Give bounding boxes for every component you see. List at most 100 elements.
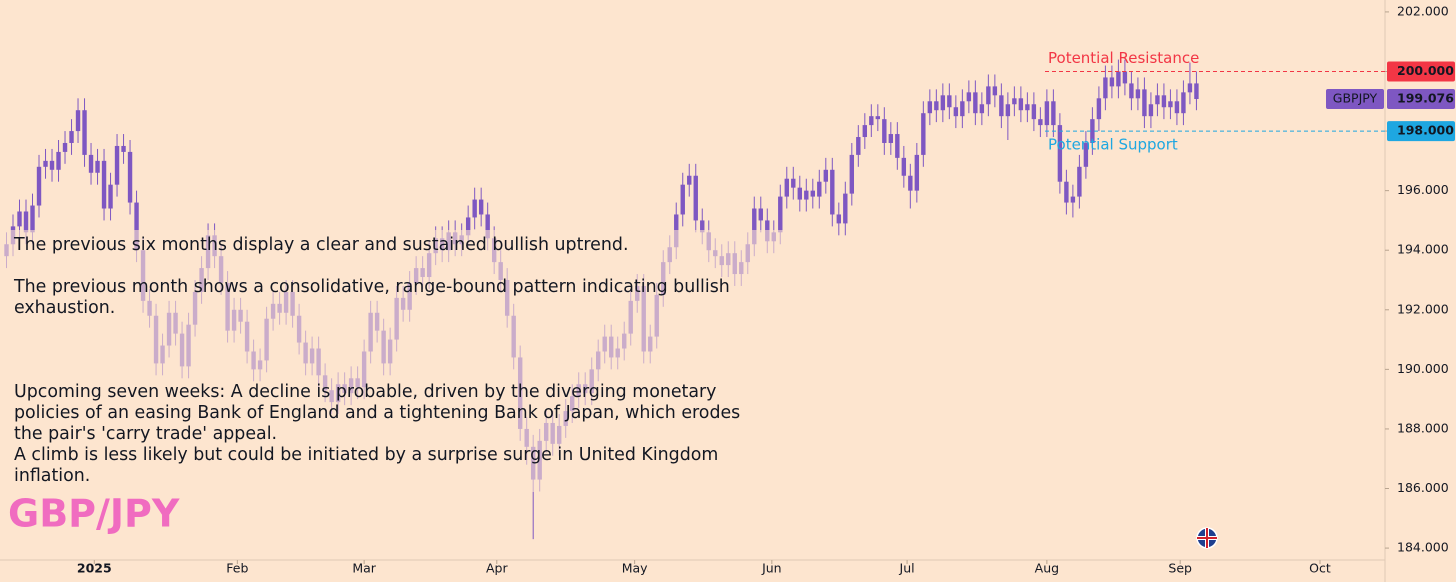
annotation: inflation.	[14, 466, 90, 486]
candle-body	[62, 142, 68, 152]
flag-icon	[1196, 527, 1218, 549]
y-tick-label: 186.000	[1397, 480, 1449, 495]
candle-body	[940, 95, 946, 111]
x-tick-label: Apr	[486, 561, 508, 576]
candle-body	[687, 175, 692, 185]
candle-body	[810, 190, 815, 197]
candle-body	[1025, 104, 1030, 111]
x-tick-label: Feb	[226, 561, 248, 576]
x-tick-label: Jul	[899, 561, 915, 576]
candle-body	[791, 178, 796, 188]
candle-body	[114, 145, 120, 185]
candle-body	[758, 208, 763, 221]
candle-body	[1174, 101, 1180, 114]
candle-body	[927, 101, 933, 114]
candle-body	[778, 196, 783, 233]
candle-body	[797, 187, 802, 200]
annotation: policies of an easing Bank of England an…	[14, 403, 740, 423]
level-tag	[1387, 121, 1455, 142]
level-tag-label: 200.000	[1397, 63, 1454, 78]
candle-body	[69, 131, 74, 143]
candle-body	[134, 202, 139, 251]
candle-body	[836, 214, 842, 224]
x-tick-label: Aug	[1035, 561, 1059, 576]
candle-body	[1038, 119, 1043, 126]
x-tick-label: May	[622, 561, 648, 576]
level-tag-label: 198.000	[1397, 123, 1454, 138]
candle-body	[1012, 98, 1017, 105]
annotation: The previous six months display a clear …	[13, 235, 628, 255]
y-tick-label: 196.000	[1397, 182, 1449, 197]
level-label: Potential Support	[1048, 136, 1178, 154]
candle-body	[88, 154, 94, 173]
candle-body	[875, 116, 881, 120]
annotation: exhaustion.	[14, 298, 115, 318]
candle-body	[36, 166, 42, 206]
candle-body	[862, 125, 868, 138]
candle-body	[17, 211, 22, 227]
candle-body	[43, 160, 48, 167]
candle-body	[888, 134, 894, 143]
y-tick-label: 190.000	[1397, 361, 1449, 376]
candle-body	[901, 157, 907, 176]
symbol-watermark: GBP/JPY	[8, 492, 180, 536]
candle-body	[101, 160, 107, 209]
last-price-tag	[1387, 89, 1455, 110]
annotation: A climb is less likely but could be init…	[14, 445, 718, 465]
annotation: the pair's 'carry trade' appeal.	[14, 424, 277, 444]
candle-body	[843, 193, 848, 224]
candle-body	[966, 92, 972, 102]
candle-body	[485, 214, 490, 239]
candle-body	[934, 101, 939, 111]
candle-body	[23, 211, 29, 233]
candle-body	[472, 199, 477, 218]
candle-body	[82, 110, 87, 155]
candle-body	[804, 190, 809, 200]
y-tick-label: 192.000	[1397, 301, 1449, 316]
candle-body	[830, 169, 835, 215]
candle-body	[960, 101, 965, 117]
candle-body	[908, 175, 913, 191]
x-tick-label: Oct	[1309, 561, 1331, 576]
candle-body	[1194, 83, 1199, 100]
candle-body	[784, 178, 789, 197]
candle-body	[1161, 95, 1167, 108]
x-tick-label: 2025	[77, 561, 112, 576]
candle-body	[465, 217, 471, 236]
candle-body	[1148, 104, 1154, 117]
y-tick-label: 202.000	[1397, 3, 1449, 18]
candle-body	[30, 205, 35, 233]
level-tag	[1387, 61, 1455, 82]
candle-body	[693, 175, 698, 221]
annotation: The previous month shows a consolidative…	[13, 277, 730, 297]
candle-body	[1155, 95, 1160, 105]
candle-body	[979, 104, 985, 114]
candle-body	[986, 86, 991, 105]
y-tick-label: 184.000	[1397, 540, 1449, 555]
candle-body	[108, 184, 113, 209]
candle-body	[95, 160, 100, 173]
candle-body	[849, 154, 855, 194]
candle-body	[895, 134, 900, 158]
candle-body	[1129, 83, 1134, 99]
candle-body	[700, 220, 705, 233]
candle-body	[882, 119, 887, 143]
text-backdrop	[0, 230, 805, 492]
candle-body	[75, 110, 81, 132]
candle-body	[752, 208, 757, 245]
candle-body	[1051, 101, 1056, 126]
candle-body	[823, 169, 828, 182]
candle-body	[127, 151, 133, 203]
candle-body	[56, 151, 61, 170]
candle-body	[817, 181, 822, 197]
candle-body	[1122, 71, 1128, 84]
candle-body	[869, 116, 874, 126]
annotation: Upcoming seven weeks: A decline is proba…	[14, 382, 716, 402]
y-tick-label: 194.000	[1397, 242, 1449, 257]
candle-body	[992, 86, 998, 96]
candle-body	[973, 92, 978, 114]
y-tick-label: 188.000	[1397, 420, 1449, 435]
candle-body	[1070, 196, 1076, 203]
candle-body	[1018, 98, 1024, 111]
